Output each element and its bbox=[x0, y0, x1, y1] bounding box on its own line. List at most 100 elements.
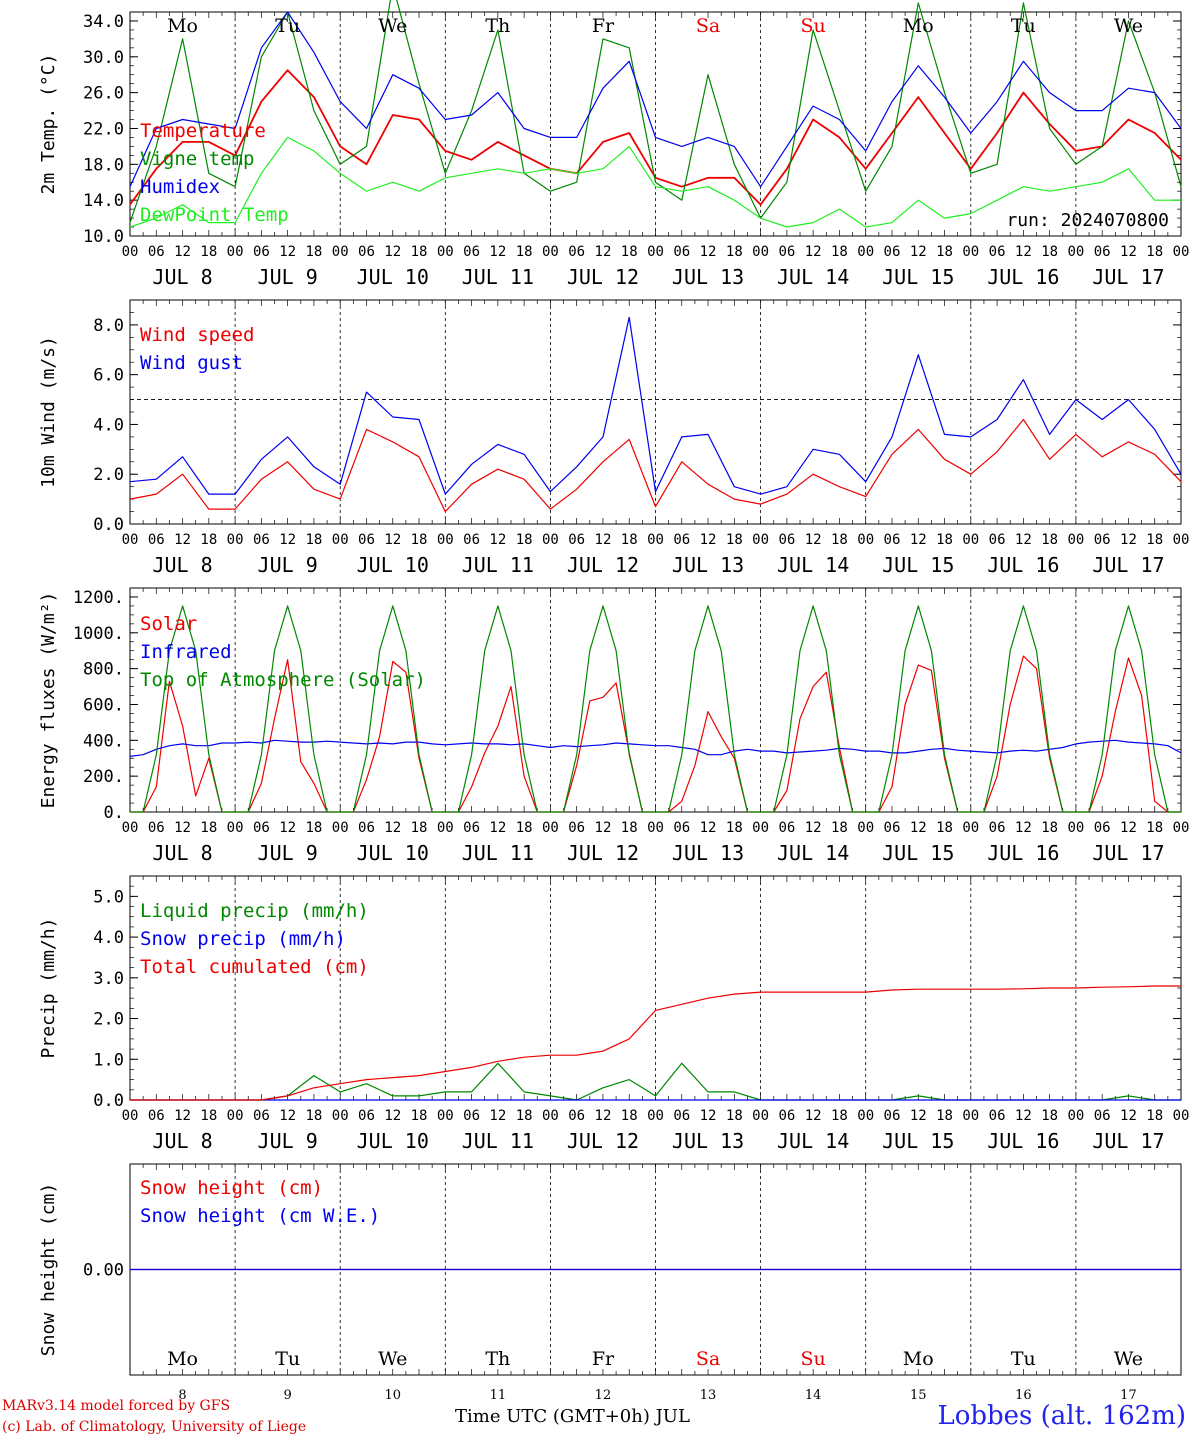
hour-tick-label: 06 bbox=[463, 1108, 480, 1124]
date-label: JUL 13 bbox=[672, 841, 744, 865]
hour-tick-label: 12 bbox=[384, 244, 401, 260]
hour-tick-label: 18 bbox=[1041, 244, 1058, 260]
hour-tick-label: 12 bbox=[174, 820, 191, 836]
hour-tick-label: 12 bbox=[279, 244, 296, 260]
hour-tick-label: 00 bbox=[1173, 532, 1190, 548]
hour-tick-label: 18 bbox=[1146, 532, 1163, 548]
y-tick-label: 0. bbox=[104, 803, 124, 823]
hour-tick-label: 00 bbox=[752, 244, 769, 260]
y-tick-label: 18.0 bbox=[83, 155, 124, 175]
weekday-label: We bbox=[1114, 1348, 1143, 1370]
date-label: JUL 16 bbox=[987, 265, 1059, 289]
legend-entry: Solar bbox=[140, 613, 197, 635]
hour-tick-label: 18 bbox=[305, 532, 322, 548]
hour-tick-label: 00 bbox=[437, 820, 454, 836]
hour-tick-label: 00 bbox=[332, 532, 349, 548]
date-label: JUL 12 bbox=[567, 841, 639, 865]
hour-tick-label: 12 bbox=[700, 244, 717, 260]
hour-tick-label: 06 bbox=[253, 820, 270, 836]
hour-tick-label: 06 bbox=[778, 820, 795, 836]
hour-tick-label: 18 bbox=[411, 820, 428, 836]
hour-tick-label: 00 bbox=[647, 532, 664, 548]
weekday-label: Tu bbox=[1011, 15, 1036, 37]
weekday-label: Sa bbox=[696, 1348, 720, 1370]
day-number-label: 16 bbox=[1015, 1388, 1032, 1403]
series-line-vigne-temp bbox=[129, 0, 1182, 223]
date-label: JUL 13 bbox=[672, 1129, 744, 1153]
hour-tick-label: 00 bbox=[1067, 532, 1084, 548]
hour-tick-label: 06 bbox=[884, 244, 901, 260]
y-axis-label: Snow height (cm) bbox=[38, 1183, 59, 1356]
weekday-label: We bbox=[378, 1348, 407, 1370]
day-number-label: 9 bbox=[284, 1388, 292, 1403]
hour-tick-label: 12 bbox=[1015, 532, 1032, 548]
hour-tick-label: 06 bbox=[989, 532, 1006, 548]
hour-tick-label: 18 bbox=[621, 820, 638, 836]
hour-tick-label: 18 bbox=[831, 820, 848, 836]
hour-tick-label: 00 bbox=[857, 532, 874, 548]
hour-tick-label: 06 bbox=[989, 1108, 1006, 1124]
legend-entry: Wind speed bbox=[140, 324, 254, 346]
y-axis-label: 10m Wind (m/s) bbox=[38, 336, 59, 488]
hour-tick-label: 18 bbox=[411, 244, 428, 260]
hour-tick-label: 18 bbox=[411, 532, 428, 548]
hour-tick-label: 00 bbox=[647, 1108, 664, 1124]
hour-tick-label: 12 bbox=[1015, 244, 1032, 260]
hour-tick-label: 06 bbox=[1094, 532, 1111, 548]
date-label: JUL 11 bbox=[462, 1129, 534, 1153]
date-label: JUL 8 bbox=[152, 265, 212, 289]
legend-entry: Snow height (cm) bbox=[140, 1177, 323, 1199]
weekday-label: We bbox=[378, 15, 407, 37]
hour-tick-label: 18 bbox=[305, 820, 322, 836]
hour-tick-label: 12 bbox=[174, 244, 191, 260]
weekday-label: Mo bbox=[167, 15, 198, 37]
hour-tick-label: 00 bbox=[122, 820, 139, 836]
date-label: JUL 17 bbox=[1092, 265, 1164, 289]
hour-tick-label: 12 bbox=[1015, 820, 1032, 836]
y-axis-label: Precip (mm/h) bbox=[38, 918, 59, 1059]
weekday-label: Su bbox=[801, 15, 826, 37]
hour-tick-label: 06 bbox=[148, 244, 165, 260]
hour-tick-label: 18 bbox=[621, 1108, 638, 1124]
series-line-top-of-atmosphere-solar- bbox=[130, 605, 1181, 813]
hour-tick-label: 12 bbox=[700, 532, 717, 548]
hour-tick-label: 00 bbox=[1173, 820, 1190, 836]
date-label: JUL 13 bbox=[672, 553, 744, 577]
date-label: JUL 10 bbox=[357, 265, 429, 289]
hour-tick-label: 12 bbox=[700, 1108, 717, 1124]
y-axis-label: 2m Temp. (°C) bbox=[38, 54, 59, 195]
hour-tick-label: 06 bbox=[568, 244, 585, 260]
hour-tick-label: 06 bbox=[463, 244, 480, 260]
date-label: JUL 8 bbox=[152, 1129, 212, 1153]
hour-tick-label: 18 bbox=[305, 244, 322, 260]
series-line-wind-speed bbox=[129, 418, 1182, 513]
hour-tick-label: 00 bbox=[227, 244, 244, 260]
weekday-label: Tu bbox=[275, 15, 300, 37]
hour-tick-label: 12 bbox=[1015, 1108, 1032, 1124]
date-label: JUL 15 bbox=[882, 1129, 954, 1153]
hour-tick-label: 18 bbox=[831, 532, 848, 548]
weekday-label: Fr bbox=[592, 15, 615, 37]
date-label: JUL 10 bbox=[357, 553, 429, 577]
time-axis-title: Time UTC (GMT+0h) JUL bbox=[455, 1406, 690, 1427]
hour-tick-label: 00 bbox=[857, 244, 874, 260]
date-label: JUL 14 bbox=[777, 841, 849, 865]
y-axis-label: Energy fluxes (W/m²) bbox=[38, 592, 59, 809]
hour-tick-label: 00 bbox=[332, 1108, 349, 1124]
hour-tick-label: 00 bbox=[647, 244, 664, 260]
hour-tick-label: 06 bbox=[673, 532, 690, 548]
hour-tick-label: 06 bbox=[1094, 820, 1111, 836]
hour-tick-label: 00 bbox=[542, 532, 559, 548]
hour-tick-label: 00 bbox=[857, 1108, 874, 1124]
hour-tick-label: 12 bbox=[595, 1108, 612, 1124]
hour-tick-label: 18 bbox=[936, 244, 953, 260]
hour-tick-label: 00 bbox=[542, 244, 559, 260]
hour-tick-label: 06 bbox=[358, 1108, 375, 1124]
hour-tick-label: 06 bbox=[884, 1108, 901, 1124]
hour-tick-label: 18 bbox=[516, 820, 533, 836]
y-tick-label: 30.0 bbox=[83, 48, 124, 68]
panel-5 bbox=[129, 1163, 1182, 1376]
date-label: JUL 17 bbox=[1092, 841, 1164, 865]
hour-tick-label: 06 bbox=[358, 244, 375, 260]
